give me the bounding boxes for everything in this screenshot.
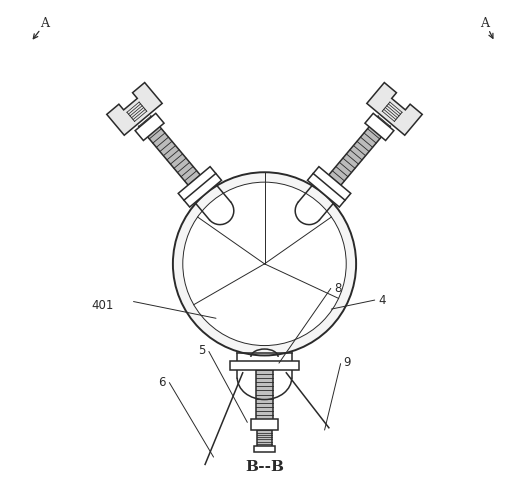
- Polygon shape: [367, 83, 422, 135]
- Bar: [254, 446, 275, 452]
- Text: A: A: [480, 17, 489, 30]
- Polygon shape: [307, 167, 351, 207]
- Text: A: A: [40, 17, 49, 30]
- Text: B--B: B--B: [245, 460, 284, 474]
- Circle shape: [183, 182, 346, 346]
- Polygon shape: [178, 167, 222, 207]
- Text: 6: 6: [158, 376, 166, 389]
- Bar: [256, 370, 273, 419]
- Polygon shape: [365, 114, 394, 140]
- Text: 5: 5: [198, 344, 205, 357]
- Bar: [231, 361, 298, 370]
- Text: 4: 4: [378, 294, 386, 307]
- Text: 8: 8: [334, 282, 341, 295]
- Polygon shape: [135, 114, 164, 140]
- Bar: [251, 419, 278, 430]
- Polygon shape: [139, 116, 200, 185]
- Bar: [258, 430, 271, 446]
- Polygon shape: [329, 116, 390, 185]
- Text: 401: 401: [91, 299, 113, 312]
- Polygon shape: [107, 83, 162, 135]
- Circle shape: [173, 172, 356, 356]
- Text: 9: 9: [344, 357, 351, 370]
